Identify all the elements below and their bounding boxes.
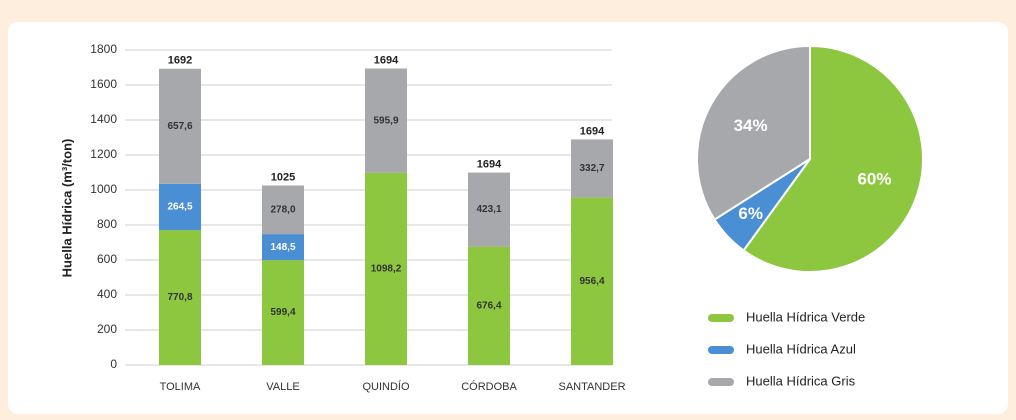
data-label: 676,4 [476, 300, 501, 311]
total-label: 1025 [271, 171, 295, 183]
pie-label: 6% [738, 204, 763, 223]
data-label: 599,4 [270, 307, 295, 318]
bar-segment [159, 183, 201, 231]
x-tick-label: QUINDÍO [362, 380, 410, 393]
x-tick-label: VALLE [266, 381, 299, 393]
bar-segment [468, 246, 510, 365]
x-tick-label: TOLIMA [160, 381, 201, 393]
total-label: 1694 [374, 54, 399, 66]
pie-label: 34% [734, 116, 768, 135]
data-label: 332,7 [579, 163, 604, 174]
y-tick-label: 1200 [90, 147, 117, 161]
data-label: 148,5 [270, 242, 295, 253]
legend-swatch [708, 346, 734, 354]
bar-segment [262, 234, 304, 261]
data-label: 264,5 [167, 202, 192, 213]
bar-segment [262, 185, 304, 235]
y-tick-label: 800 [97, 217, 117, 231]
y-tick-label: 1600 [90, 77, 117, 91]
y-tick-label: 0 [110, 357, 117, 371]
data-label: 278,0 [270, 204, 295, 215]
legend-label: Huella Hídrica Gris [746, 373, 856, 388]
bar-segment [365, 172, 407, 365]
data-label: 956,4 [579, 276, 604, 287]
y-axis-label: Huella Hídrica (m³/ton) [59, 139, 74, 278]
legend-swatch [708, 314, 734, 322]
y-tick-label: 1000 [90, 182, 117, 196]
bar-segment [571, 139, 613, 198]
total-label: 1694 [477, 158, 502, 170]
x-tick-label: CÓRDOBA [461, 380, 517, 393]
pie-slice [696, 44, 811, 221]
bar-segment [159, 68, 201, 184]
y-tick-label: 200 [97, 322, 117, 336]
y-tick-label: 400 [97, 287, 117, 301]
bar-segment [468, 172, 510, 247]
bar-segment [571, 197, 613, 365]
y-tick-label: 1800 [90, 42, 117, 56]
pie-label: 60% [857, 169, 891, 188]
y-tick-label: 1400 [90, 112, 117, 126]
bar-segment [365, 68, 407, 173]
data-label: 423,1 [476, 204, 501, 215]
total-label: 1694 [580, 125, 605, 137]
x-tick-label: SANTANDER [558, 381, 625, 393]
legend-label: Huella Hídrica Verde [746, 309, 865, 324]
bar-segment [262, 260, 304, 365]
data-label: 595,9 [373, 115, 398, 126]
legend-swatch [708, 378, 734, 386]
pie-slice [742, 44, 924, 273]
bar-segment [159, 230, 201, 365]
legend-label: Huella Hídrica Azul [746, 341, 856, 356]
total-label: 1692 [168, 55, 192, 67]
data-label: 770,8 [167, 292, 192, 303]
y-tick-label: 600 [97, 252, 117, 266]
data-label: 657,6 [167, 121, 192, 132]
data-label: 1098,2 [371, 264, 402, 275]
